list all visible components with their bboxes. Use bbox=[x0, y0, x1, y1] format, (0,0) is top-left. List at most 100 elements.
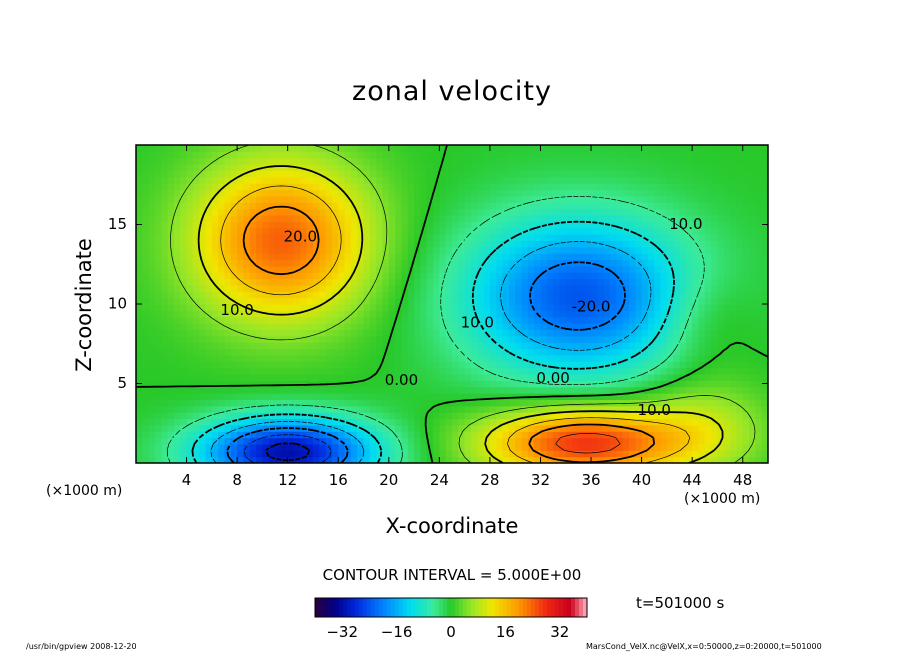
heatmap-cell bbox=[496, 221, 504, 229]
heatmap-cell bbox=[312, 361, 320, 369]
heatmap-cell bbox=[407, 164, 415, 172]
heatmap-cell bbox=[325, 183, 333, 191]
heatmap-cell bbox=[205, 234, 213, 241]
heatmap-cell bbox=[287, 164, 295, 172]
heatmap-cell bbox=[414, 424, 421, 432]
heatmap-cell bbox=[268, 278, 276, 286]
heatmap-cell bbox=[723, 164, 731, 172]
heatmap-cell bbox=[660, 380, 668, 388]
heatmap-cell bbox=[698, 329, 706, 337]
heatmap-cell bbox=[616, 297, 624, 305]
heatmap-cell bbox=[205, 265, 213, 273]
heatmap-cell bbox=[180, 170, 188, 178]
heatmap-cell bbox=[736, 265, 744, 273]
heatmap-cell bbox=[584, 291, 592, 299]
heatmap-cell bbox=[180, 418, 188, 426]
heatmap-cell bbox=[723, 373, 731, 381]
heatmap-cell bbox=[502, 348, 510, 356]
heatmap-cell bbox=[761, 151, 768, 159]
heatmap-cell bbox=[363, 240, 371, 248]
heatmap-cell bbox=[350, 151, 358, 159]
heatmap-cell bbox=[230, 431, 238, 439]
heatmap-cell bbox=[142, 316, 150, 324]
heatmap-cell bbox=[433, 361, 440, 369]
heatmap-cell bbox=[749, 316, 756, 324]
heatmap-cell bbox=[180, 284, 188, 292]
heatmap-cell bbox=[363, 335, 371, 343]
heatmap-cell bbox=[603, 399, 611, 407]
heatmap-cell bbox=[534, 373, 542, 381]
heatmap-cell bbox=[395, 443, 403, 451]
heatmap-cell bbox=[666, 329, 674, 337]
heatmap-cell bbox=[218, 393, 226, 400]
heatmap-cell bbox=[755, 431, 763, 439]
heatmap-cell bbox=[148, 450, 156, 458]
heatmap-cell bbox=[395, 278, 403, 286]
heatmap-cell bbox=[736, 329, 744, 337]
heatmap-cell bbox=[527, 399, 535, 407]
heatmap-cell bbox=[515, 246, 523, 254]
heatmap-cell bbox=[287, 189, 295, 197]
heatmap-cell bbox=[262, 380, 270, 388]
heatmap-cell bbox=[616, 323, 624, 331]
heatmap-cell bbox=[306, 157, 314, 165]
heatmap-cell bbox=[496, 386, 504, 394]
heatmap-cell bbox=[559, 342, 567, 350]
heatmap-cell bbox=[660, 227, 668, 235]
heatmap-cell bbox=[287, 373, 295, 381]
heatmap-cell bbox=[711, 437, 719, 445]
heatmap-cell bbox=[256, 393, 263, 400]
heatmap-cell bbox=[685, 348, 693, 356]
heatmap-cell bbox=[483, 278, 491, 286]
heatmap-cell bbox=[527, 240, 535, 248]
heatmap-cell bbox=[388, 443, 396, 451]
heatmap-cell bbox=[723, 145, 731, 152]
heatmap-cell bbox=[294, 284, 301, 292]
heatmap-cell bbox=[730, 304, 737, 311]
heatmap-cell bbox=[591, 189, 598, 197]
heatmap-cell bbox=[439, 151, 447, 159]
heatmap-cell bbox=[388, 380, 396, 388]
heatmap-cell bbox=[610, 310, 617, 318]
heatmap-cell bbox=[679, 278, 687, 286]
heatmap-cell bbox=[565, 195, 573, 203]
heatmap-cell bbox=[249, 297, 257, 305]
heatmap-cell bbox=[470, 297, 478, 305]
heatmap-cell bbox=[603, 291, 611, 299]
heatmap-cell bbox=[275, 265, 282, 273]
heatmap-cell bbox=[673, 310, 681, 318]
heatmap-cell bbox=[679, 437, 687, 445]
heatmap-cell bbox=[483, 259, 491, 267]
heatmap-cell bbox=[521, 373, 529, 381]
heatmap-cell bbox=[761, 183, 768, 191]
heatmap-cell bbox=[300, 227, 308, 235]
heatmap-cell bbox=[660, 304, 668, 311]
heatmap-cell bbox=[382, 361, 390, 369]
heatmap-cell bbox=[749, 195, 756, 203]
heatmap-cell bbox=[331, 284, 339, 292]
heatmap-cell bbox=[483, 291, 491, 299]
heatmap-cell bbox=[218, 437, 226, 445]
heatmap-cell bbox=[464, 393, 472, 400]
heatmap-cell bbox=[723, 310, 731, 318]
heatmap-cell bbox=[521, 221, 529, 229]
heatmap-cell bbox=[445, 272, 453, 280]
heatmap-cell bbox=[502, 361, 510, 369]
heatmap-cell bbox=[148, 195, 156, 203]
heatmap-cell bbox=[641, 405, 649, 413]
heatmap-cell bbox=[603, 405, 611, 413]
heatmap-cell bbox=[464, 183, 472, 191]
heatmap-cell bbox=[287, 195, 295, 203]
heatmap-cell bbox=[161, 456, 169, 463]
heatmap-cell bbox=[230, 291, 238, 299]
heatmap-cell bbox=[218, 310, 226, 318]
heatmap-cell bbox=[167, 354, 175, 362]
heatmap-cell bbox=[477, 284, 485, 292]
heatmap-cell bbox=[647, 183, 655, 191]
heatmap-cell bbox=[218, 418, 226, 426]
heatmap-cell bbox=[730, 361, 737, 369]
heatmap-cell bbox=[717, 240, 725, 248]
heatmap-cell bbox=[388, 265, 396, 273]
heatmap-cell bbox=[685, 157, 693, 165]
heatmap-cell bbox=[281, 412, 289, 420]
